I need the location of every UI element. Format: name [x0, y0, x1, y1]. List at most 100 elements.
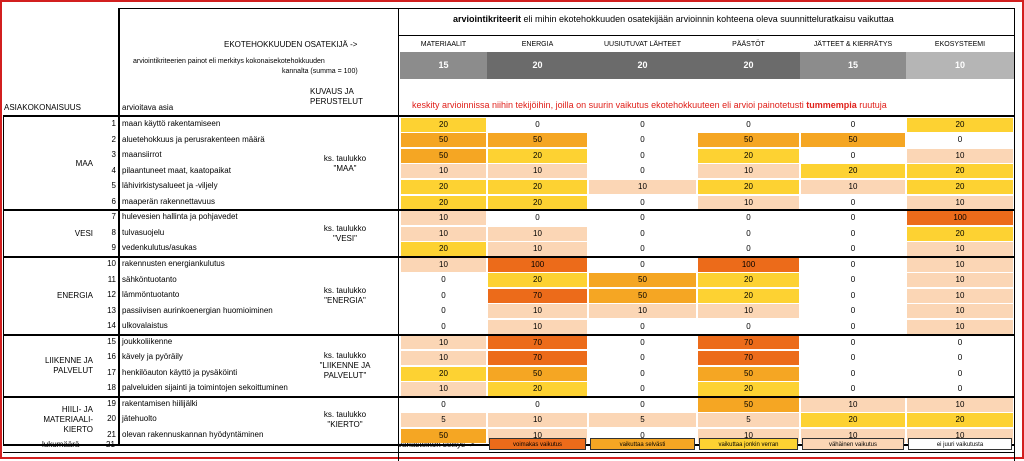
row-number: 4 — [111, 165, 116, 175]
value-cell: 0 — [488, 397, 587, 412]
value-cell: 0 — [401, 304, 486, 319]
value-cell: 0 — [589, 382, 696, 397]
value-cell: 10 — [488, 413, 587, 428]
value-cell: 20 — [907, 226, 1013, 241]
category-label: KIERTO — [63, 425, 94, 435]
value-cell: 10 — [589, 304, 696, 319]
row-number: 16 — [107, 352, 116, 362]
value-cell: 0 — [801, 242, 905, 257]
row-number: 10 — [107, 258, 116, 268]
row-label: passiivisen aurinkoenergian huomioiminen — [122, 305, 273, 315]
row-label: tulvasuojelu — [122, 227, 165, 237]
grid-line — [120, 8, 1015, 9]
row-label: aluetehokkuus ja perusrakenteen määrä — [122, 134, 265, 144]
value-cell: 20 — [801, 413, 905, 428]
value-cell: 10 — [401, 335, 486, 350]
value-cell: 10 — [907, 288, 1013, 303]
row-label: lämmöntuotanto — [122, 290, 180, 300]
weight-cell: 20 — [487, 52, 588, 79]
value-cell: 100 — [907, 211, 1013, 226]
value-cell: 50 — [488, 133, 587, 148]
value-cell: 10 — [488, 164, 587, 179]
row-label: ulkovalaistus — [122, 321, 168, 331]
value-cell: 0 — [589, 397, 696, 412]
weight-cell: 20 — [588, 52, 697, 79]
value-cell: 10 — [488, 226, 587, 241]
row-number: 6 — [111, 196, 116, 206]
category-reference: PALVELUT" — [323, 370, 367, 380]
value-cell: 10 — [401, 351, 486, 365]
weight-cell: 15 — [400, 52, 487, 79]
value-cell: 0 — [589, 164, 696, 179]
value-cell: 50 — [401, 133, 486, 148]
value-cell: 0 — [698, 211, 799, 226]
value-cell: 10 — [801, 180, 905, 194]
value-cell: 10 — [401, 226, 486, 241]
grid-line — [3, 333, 1015, 336]
value-cell: 10 — [907, 257, 1013, 272]
grid-line — [398, 35, 1014, 36]
value-cell: 70 — [488, 351, 587, 365]
category-label: ENERGIA — [56, 290, 93, 300]
category-reference: ks. taulukko — [323, 350, 367, 360]
value-cell: 0 — [589, 117, 696, 132]
arvioitava-header: arvioitava asia — [122, 103, 174, 112]
weights-label-1: arviointikriteerien painot eli merkitys … — [133, 58, 325, 65]
value-cell: 0 — [589, 226, 696, 241]
category-reference: "KIERTO" — [327, 420, 363, 430]
column-header: UUSIUTUVAT LÄHTEET — [603, 41, 681, 48]
value-cell: 20 — [401, 195, 486, 210]
row-number: 13 — [107, 305, 116, 315]
value-cell: 0 — [589, 335, 696, 350]
row-number: 9 — [111, 243, 116, 253]
row-number: 21 — [107, 430, 116, 439]
value-cell: 20 — [488, 180, 587, 194]
value-cell: 20 — [488, 148, 587, 163]
row-label: palveluiden sijainti ja toimintojen seko… — [122, 383, 288, 393]
value-cell: 0 — [801, 211, 905, 226]
legend-swatch: voimakas vaikutus — [489, 438, 586, 450]
value-cell: 0 — [801, 288, 905, 303]
row-number: 5 — [111, 181, 116, 191]
category-reference: ks. taulukko — [323, 410, 367, 420]
value-cell: 0 — [801, 304, 905, 319]
value-cell: 10 — [589, 180, 696, 194]
value-cell: 10 — [401, 164, 486, 179]
legend-swatch: vaikuttaa selvästi — [590, 438, 695, 450]
value-cell: 50 — [589, 288, 696, 303]
legend-swatch: vähäinen vaikutus — [802, 438, 904, 450]
value-cell: 20 — [401, 366, 486, 381]
value-cell: 0 — [698, 226, 799, 241]
column-header: JÄTTEET & KIERRÄTYS — [813, 41, 893, 48]
category-reference: "ENERGIA" — [324, 295, 366, 305]
value-cell: 10 — [907, 148, 1013, 163]
value-cell: 0 — [801, 366, 905, 381]
value-cell: 10 — [907, 273, 1013, 288]
weight-cell: 10 — [906, 52, 1014, 79]
value-cell: 0 — [589, 319, 696, 334]
value-cell: 20 — [907, 117, 1013, 132]
category-reference: ks. taulukko — [323, 153, 367, 163]
row-number: 7 — [111, 212, 116, 222]
grid-line — [3, 395, 1015, 398]
category-reference: ks. taulukko — [323, 285, 367, 295]
value-cell: 100 — [698, 257, 799, 272]
value-cell: 50 — [698, 397, 799, 412]
category-label: HIILI- JA — [61, 405, 93, 415]
row-number: 20 — [107, 414, 116, 424]
row-label: sähköntuotanto — [122, 274, 177, 284]
row-number: 11 — [107, 274, 116, 284]
value-cell: 0 — [801, 148, 905, 163]
row-label: maan käyttö rakentamiseen — [122, 119, 221, 128]
value-cell: 20 — [488, 382, 587, 397]
value-cell: 0 — [801, 382, 905, 397]
value-cell: 70 — [488, 335, 587, 350]
row-number: 19 — [107, 398, 116, 408]
value-cell: 10 — [801, 397, 905, 412]
column-header: MATERIAALIT — [420, 41, 467, 48]
row-label: pilaantuneet maat, kaatopaikat — [122, 165, 231, 175]
value-cell: 10 — [401, 257, 486, 272]
grid-line — [3, 115, 1015, 117]
value-cell: 20 — [488, 273, 587, 288]
value-cell: 5 — [698, 413, 799, 428]
